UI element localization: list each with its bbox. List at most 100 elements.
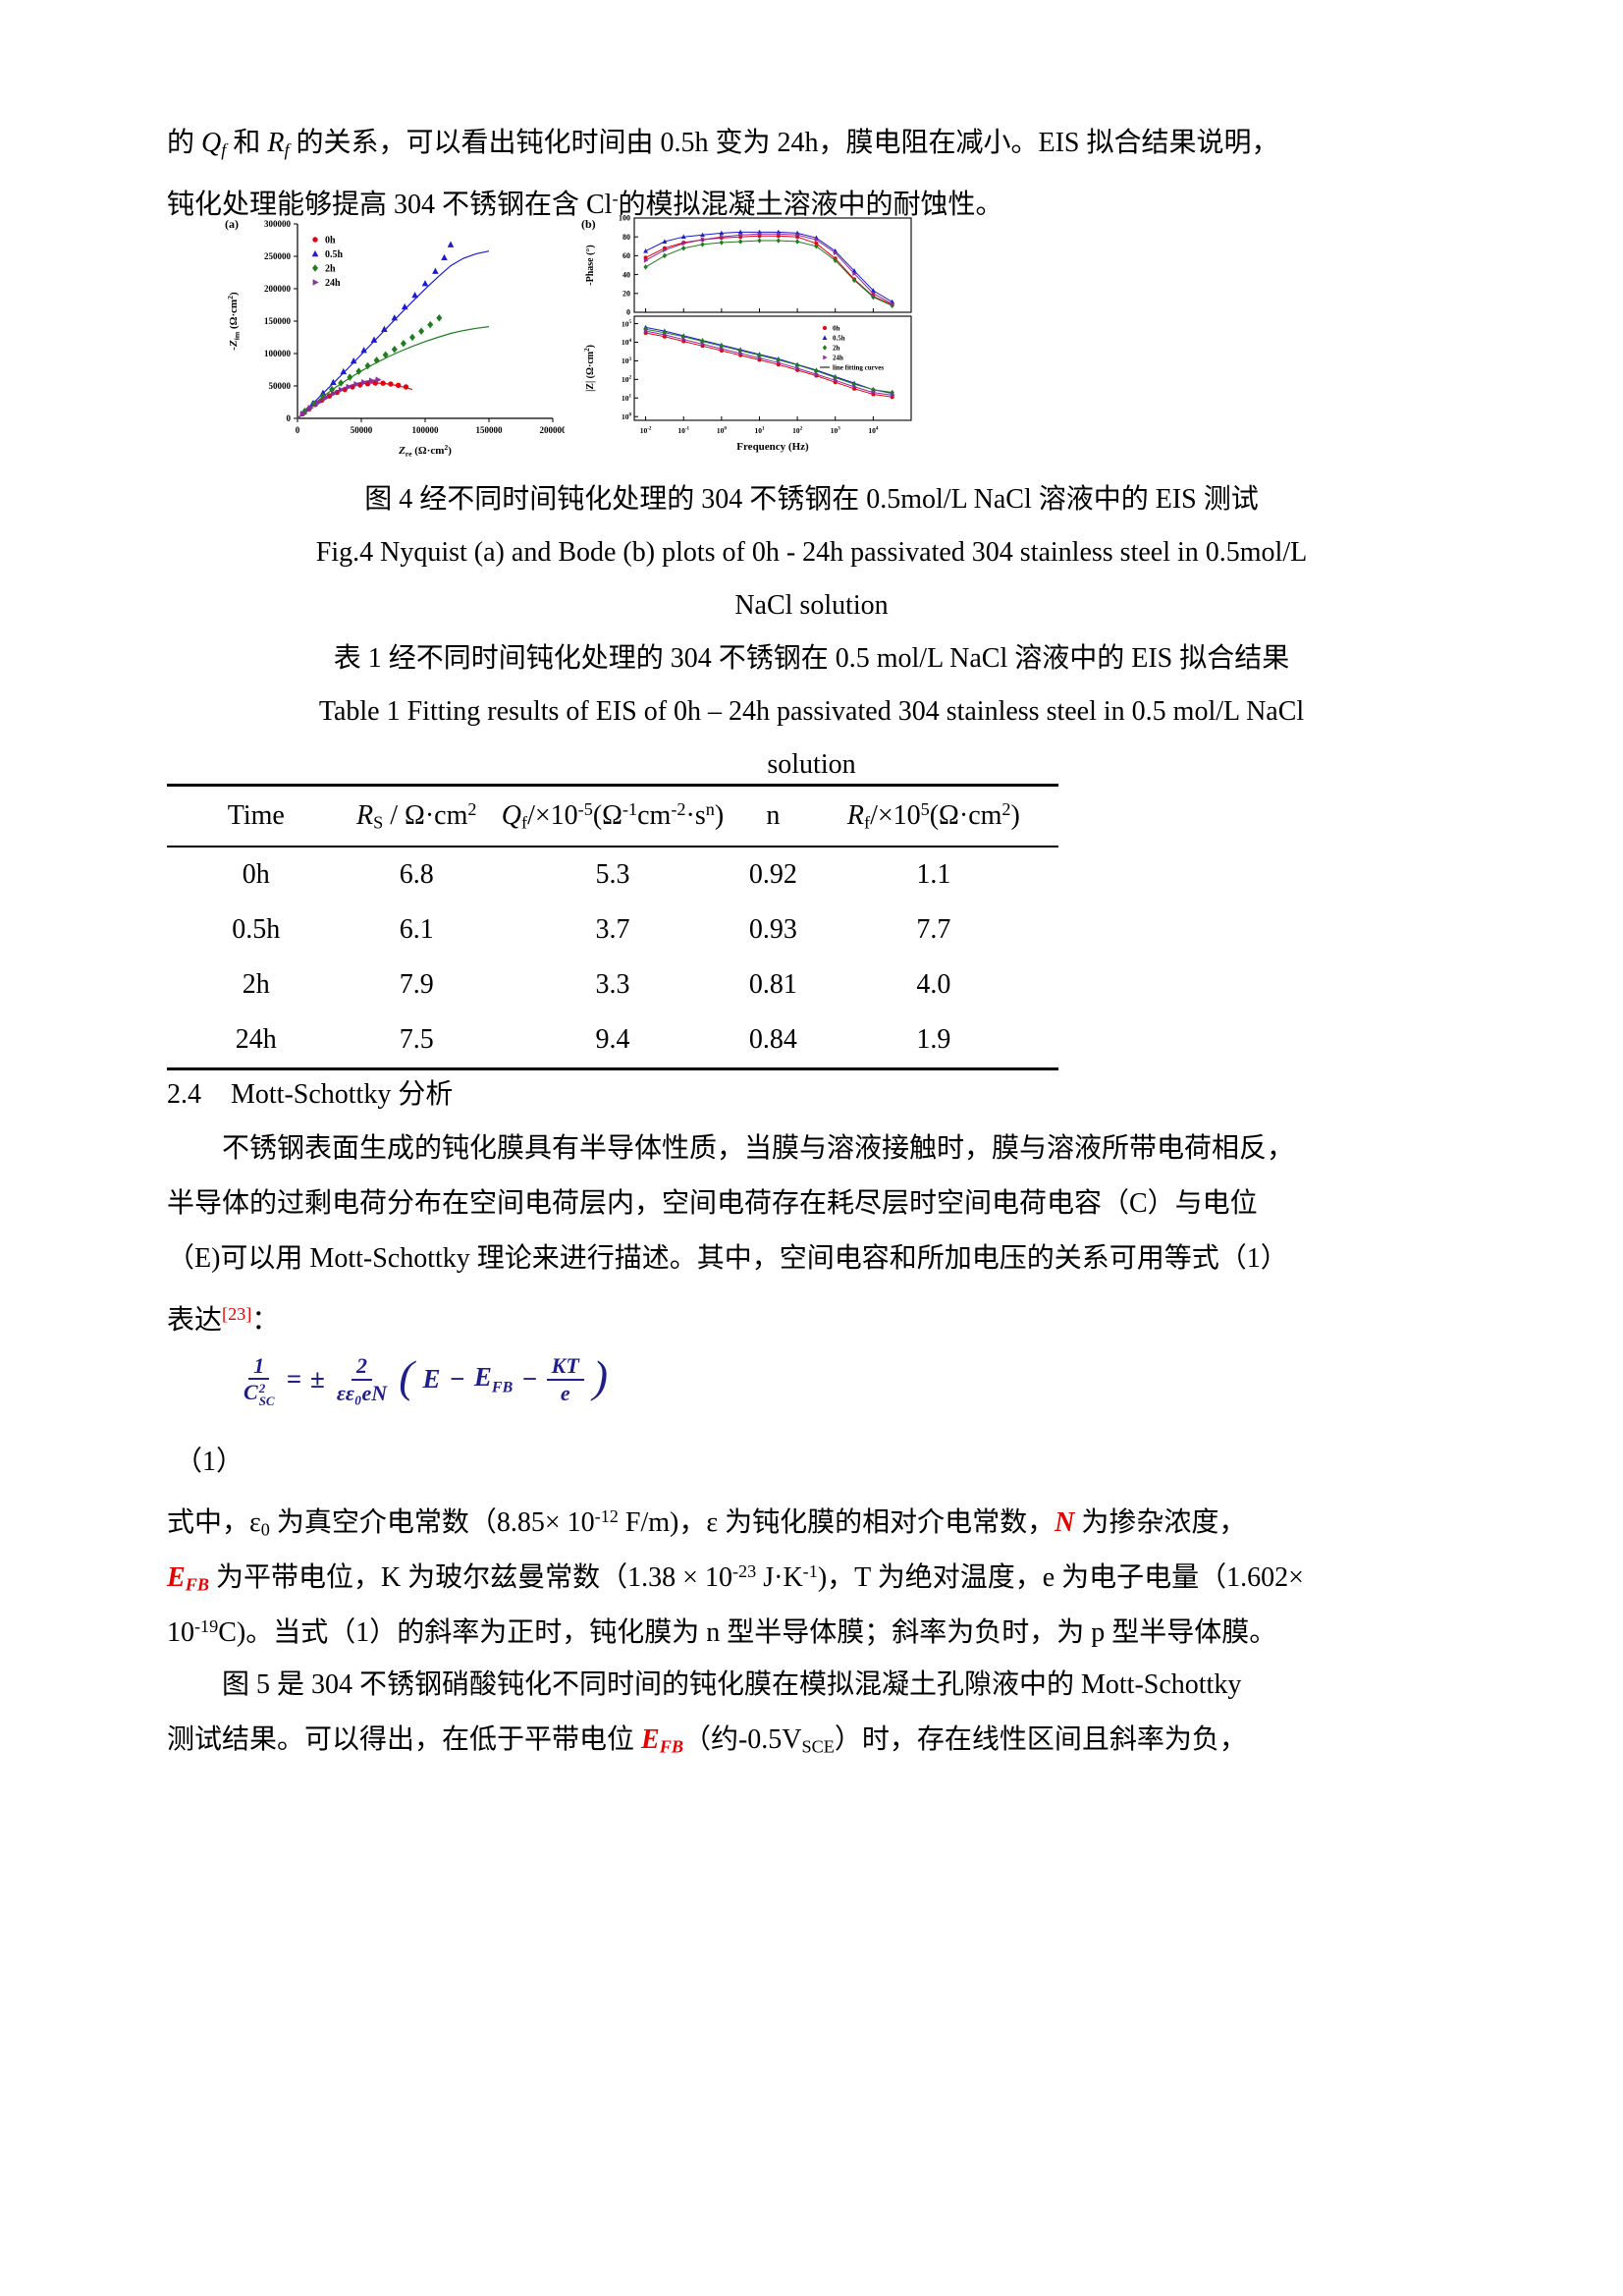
nyquist-axes: 0 50000 100000 150000 200000 0 50000 100000 1500… bbox=[225, 217, 565, 458]
table-cell: 0.92 bbox=[748, 859, 797, 890]
text-segment: (Ω bbox=[592, 799, 622, 831]
bode-phase-series-0h bbox=[643, 234, 894, 307]
text-line: （E)可以用 Mott-Schottky 理论来进行描述。其中，空间电容和所加电… bbox=[167, 1231, 1473, 1286]
text-segment: R bbox=[846, 799, 864, 831]
text-segment: -5 bbox=[577, 798, 593, 819]
bode-impedance-series-0h bbox=[643, 331, 894, 400]
right-paren: ) bbox=[592, 1350, 609, 1401]
figure-4: 0 50000 100000 150000 200000 0 50000 100000 1500… bbox=[221, 210, 923, 471]
nyquist-series-2h bbox=[297, 313, 490, 419]
text-segment: 的关系，可以看出钝化时间由 0.5h 变为 24h，膜电阻在减小。EIS 拟合结… bbox=[289, 128, 1279, 158]
bode-plot: 0 20 40 60 80 100 100 101 102 103 104 105 10-2 10-1 10… bbox=[581, 214, 912, 453]
svg-text:24h: 24h bbox=[325, 278, 341, 289]
table-cell: 0.5h bbox=[232, 914, 281, 945]
text-segment: f bbox=[864, 812, 871, 833]
text-segment: ) bbox=[714, 799, 725, 831]
table-cell: 7.7 bbox=[916, 914, 951, 945]
minus-sign: − bbox=[449, 1364, 465, 1394]
minus-sign: − bbox=[521, 1364, 538, 1394]
text-segment: -19 bbox=[194, 1616, 219, 1636]
section-title: Mott-Schottky 分析 bbox=[231, 1079, 454, 1110]
text-segment: 不锈钢表面生成的钝化膜具有半导体性质，当膜与溶液接触时，膜与溶液所带电荷相反， bbox=[222, 1133, 1295, 1164]
text-segment: R bbox=[356, 799, 374, 831]
svg-text:100: 100 bbox=[717, 426, 728, 435]
svg-text:100: 100 bbox=[622, 412, 632, 421]
svg-text:|Z| (Ω·cm2): |Z| (Ω·cm2) bbox=[583, 345, 596, 392]
text-line: 的 Qf 和 Rf 的关系，可以看出钝化时间由 0.5h 变为 24h，膜电阻在… bbox=[167, 116, 1473, 171]
svg-text:100000: 100000 bbox=[264, 349, 292, 358]
text-segment: 图 5 是 304 不锈钢硝酸钝化不同时间的钝化膜在模拟混凝土孔隙液中的 Mot… bbox=[222, 1669, 1242, 1700]
svg-text:200000: 200000 bbox=[264, 284, 292, 294]
text-line: 半导体的过剩电荷分布在空间电荷层内，空间电荷存在耗尽层时空间电荷电容（C）与电位 bbox=[167, 1176, 1473, 1231]
figure-caption-en-line1: Fig.4 Nyquist (a) and Bode (b) plots of … bbox=[315, 537, 1308, 568]
table-row: 24h 7.5 9.4 0.84 1.9 bbox=[167, 1012, 1058, 1069]
paragraph-3: 式中，ε0 为真空介电常数（8.85× 10-12 F/m)，ε 为钝化膜的相对… bbox=[167, 1489, 1473, 1654]
svg-text:line fitting curves: line fitting curves bbox=[833, 364, 884, 372]
text-segment: ) bbox=[1010, 799, 1020, 831]
text-line: 测试结果。可以得出，在低于平带电位 EFB（约-0.5VSCE）时，存在线性区间… bbox=[167, 1713, 1473, 1768]
text-segment: S bbox=[373, 812, 384, 833]
text-line: 图 5 是 304 不锈钢硝酸钝化不同时间的钝化膜在模拟混凝土孔隙液中的 Mot… bbox=[167, 1658, 1473, 1713]
nyquist-legend: 0h 0.5h 2h 24h bbox=[311, 236, 344, 289]
svg-text:2h: 2h bbox=[833, 345, 840, 353]
text-segment: Q bbox=[201, 128, 222, 158]
svg-text:(a): (a) bbox=[225, 217, 239, 231]
svg-text:300000: 300000 bbox=[264, 219, 292, 229]
text-segment: J·K bbox=[756, 1562, 803, 1594]
text-segment: f bbox=[221, 139, 227, 160]
col-header-qf: Qf/×10-5(Ω-1cm-2·sn) bbox=[488, 786, 737, 847]
text-segment: 2 bbox=[467, 798, 477, 819]
table-row: 0h 6.8 5.3 0.92 1.1 bbox=[167, 847, 1058, 902]
text-segment: Q bbox=[501, 799, 522, 831]
text-segment: f bbox=[521, 812, 528, 833]
text-segment: 表达 bbox=[167, 1305, 223, 1337]
table-cell: 0h bbox=[242, 859, 270, 890]
bode-phase-series-24h bbox=[643, 231, 895, 306]
text-segment: 测试结果。可以得出，在低于平带电位 bbox=[167, 1724, 642, 1755]
text-segment: F/m)，ε 为钝化膜的相对介电常数， bbox=[618, 1507, 1055, 1539]
text-segment: 钝化处理能够提高 304 不锈钢在含 Cl bbox=[167, 190, 613, 221]
text-segment: 0 bbox=[260, 1519, 270, 1540]
table-header-row: Time RS / Ω·cm2 Qf/×10-5(Ω-1cm-2·sn) n R… bbox=[167, 786, 1058, 847]
text-segment: n bbox=[705, 798, 715, 819]
svg-text:102: 102 bbox=[622, 375, 632, 384]
term-E: E bbox=[422, 1364, 441, 1394]
text-segment: [23] bbox=[222, 1304, 252, 1324]
text-segment: 为平带电位，K 为玻尔兹曼常数（1.38 × 10 bbox=[208, 1562, 732, 1594]
text-segment: （E)可以用 Mott-Schottky 理论来进行描述。其中，空间电容和所加电… bbox=[167, 1243, 1288, 1274]
table-cell: 6.1 bbox=[399, 914, 434, 945]
svg-text:0h: 0h bbox=[833, 325, 840, 333]
table-row: 0.5h 6.1 3.7 0.93 7.7 bbox=[167, 902, 1058, 957]
svg-text:80: 80 bbox=[622, 233, 630, 242]
section-heading: 2.4 Mott-Schottky 分析 bbox=[167, 1068, 453, 1121]
text-segment: - bbox=[612, 189, 619, 208]
text-line: 10-19C)。当式（1）的斜率为正时，钝化膜为 n 型半导体膜；斜率为负时，为… bbox=[167, 1599, 1473, 1654]
nyquist-plot: 0 50000 100000 150000 200000 0 50000 100000 1500… bbox=[225, 217, 565, 458]
paragraph-2: 不锈钢表面生成的钝化膜具有半导体性质，当膜与溶液接触时，膜与溶液所带电荷相反， … bbox=[167, 1121, 1473, 1341]
text-segment: R bbox=[267, 128, 285, 158]
col-header-rs: RS / Ω·cm2 bbox=[346, 786, 488, 847]
table-caption-en-line2: solution bbox=[767, 749, 856, 780]
svg-text:40: 40 bbox=[622, 270, 630, 279]
svg-text:104: 104 bbox=[622, 338, 632, 347]
svg-text:100000: 100000 bbox=[412, 425, 440, 435]
kt-over-e-fraction: KT e bbox=[546, 1353, 584, 1405]
text-segment: SCE bbox=[801, 1736, 835, 1757]
table-cell: 6.8 bbox=[399, 859, 434, 890]
mott-schottky-equation: 1 C 2 SC = ± 2 εε₀eN ( E − EFB − KT e ) bbox=[241, 1350, 609, 1407]
svg-text:50000: 50000 bbox=[269, 381, 292, 391]
svg-text:20: 20 bbox=[622, 290, 630, 299]
svg-text:150000: 150000 bbox=[264, 316, 292, 326]
table-cell: 3.3 bbox=[595, 969, 630, 1000]
text-segment: 为真空介电常数（8.85× 10 bbox=[269, 1507, 595, 1539]
table-caption-cn: 表 1 经不同时间钝化处理的 304 不锈钢在 0.5 mol/L NaCl 溶… bbox=[333, 643, 1290, 674]
left-paren: ( bbox=[399, 1350, 414, 1401]
text-line: EFB 为平带电位，K 为玻尔兹曼常数（1.38 × 10-23 J·K-1)，… bbox=[167, 1544, 1473, 1599]
equation-number: （1） bbox=[175, 1447, 244, 1477]
text-line: 表达[23]： bbox=[167, 1286, 1473, 1341]
table-cell: 7.5 bbox=[399, 1024, 434, 1055]
table-cell: 5.3 bbox=[595, 859, 630, 890]
figure-caption-en-line2: NaCl solution bbox=[734, 590, 889, 621]
svg-text:24h: 24h bbox=[833, 355, 843, 362]
